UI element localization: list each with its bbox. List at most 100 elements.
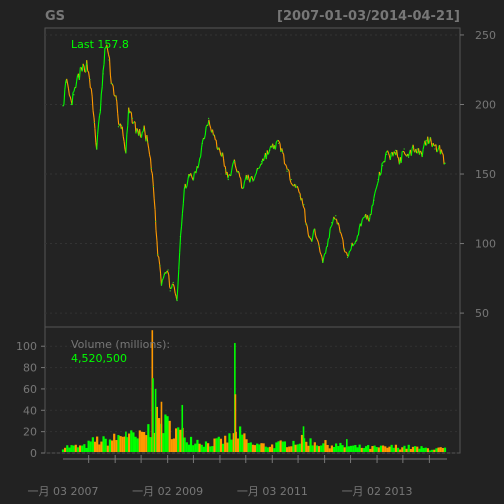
volume-bar [273, 448, 276, 452]
price-segment [375, 187, 378, 191]
price-point [377, 178, 379, 181]
price-segment [108, 54, 111, 59]
price-segment [211, 129, 214, 136]
volume-bar [266, 447, 269, 452]
price-segment [112, 85, 115, 96]
volume-bar [115, 440, 118, 452]
volume-y-tick-label: 20 [23, 426, 37, 439]
price-segment [370, 205, 373, 215]
price-segment [361, 218, 364, 221]
price-segment [180, 213, 183, 227]
price-series [62, 39, 446, 302]
volume-bar [290, 446, 293, 452]
price-point [286, 170, 288, 172]
volume-bar [121, 436, 124, 452]
axes: 50 100 150 200 250 0 20 40 60 80 100 一月 03 2007 一月 0… [16, 29, 496, 498]
price-segment [158, 256, 161, 265]
volume-bar [125, 437, 129, 452]
price-segment [296, 186, 299, 189]
volume-bar [117, 435, 120, 452]
price-segment [237, 170, 240, 173]
price-segment [339, 232, 342, 234]
volume-bar [113, 433, 116, 452]
price-segment [337, 222, 340, 227]
x-tick-label: 一月 03 2007 [28, 485, 99, 498]
price-segment [255, 168, 258, 174]
price-point [346, 256, 349, 259]
volume-bar [228, 433, 231, 452]
price-segment [259, 163, 262, 167]
price-segment [309, 237, 312, 240]
volume-bar [377, 447, 380, 452]
volume-bar [285, 447, 289, 452]
price-point [237, 172, 239, 174]
volume-bar [74, 444, 77, 452]
price-segment [284, 164, 287, 167]
volume-bar [405, 448, 408, 452]
volume-bar [236, 438, 240, 452]
price-segment [254, 173, 257, 176]
volume-bar [441, 447, 444, 452]
volume-spike-bar [154, 388, 157, 452]
price-segment [191, 175, 193, 179]
price-point [152, 185, 155, 188]
volume-bar [108, 439, 112, 452]
price-point [117, 126, 120, 128]
volume-bar [320, 445, 323, 452]
price-segment [258, 166, 261, 169]
price-segment [349, 248, 352, 252]
price-point [201, 142, 203, 145]
price-point [322, 261, 324, 263]
price-segment [387, 153, 390, 156]
price-segment [180, 226, 183, 236]
price-segment [304, 208, 307, 223]
volume-bar [388, 446, 391, 452]
price-segment [392, 151, 395, 157]
volume-bar [264, 446, 267, 452]
price-point [360, 223, 362, 225]
volume-bar [85, 447, 88, 452]
price-segment [78, 67, 81, 80]
volume-bar [162, 433, 165, 452]
volume-bar [392, 447, 395, 452]
price-segment [161, 278, 164, 281]
volume-bar [110, 440, 114, 452]
price-segment [87, 71, 90, 78]
volume-bar [324, 440, 327, 452]
price-point [421, 153, 423, 156]
volume-bar [399, 449, 402, 452]
price-segment [240, 178, 243, 189]
price-segment [372, 198, 375, 206]
volume-bar [396, 447, 400, 452]
volume-bar [373, 445, 376, 452]
volume-bar [91, 437, 94, 452]
volume-bar [426, 448, 430, 452]
x-tick-label: 一月 02 2009 [132, 485, 203, 498]
price-segment [289, 179, 292, 183]
price-segment [102, 64, 105, 71]
volume-bar [175, 428, 178, 452]
price-segment [243, 179, 246, 183]
price-point [299, 195, 301, 197]
volume-bar [183, 437, 186, 452]
price-segment [374, 189, 377, 194]
price-segment [132, 121, 135, 124]
price-segment [71, 92, 74, 106]
price-segment [109, 75, 112, 85]
price-segment [232, 161, 235, 166]
volume-bar [230, 439, 233, 452]
price-segment [387, 150, 389, 154]
volume-bar [322, 443, 325, 452]
price-segment [379, 172, 382, 176]
price-point [256, 169, 258, 171]
price-segment [185, 185, 188, 189]
volume-y-tick-label: 80 [23, 362, 37, 375]
price-point [150, 167, 152, 170]
volume-bar [317, 446, 321, 452]
volume-bar [251, 444, 255, 452]
price-segment [155, 229, 158, 241]
price-segment [315, 237, 318, 240]
volume-bar [100, 441, 103, 452]
volume-bar [379, 445, 383, 452]
price-point [108, 59, 110, 61]
